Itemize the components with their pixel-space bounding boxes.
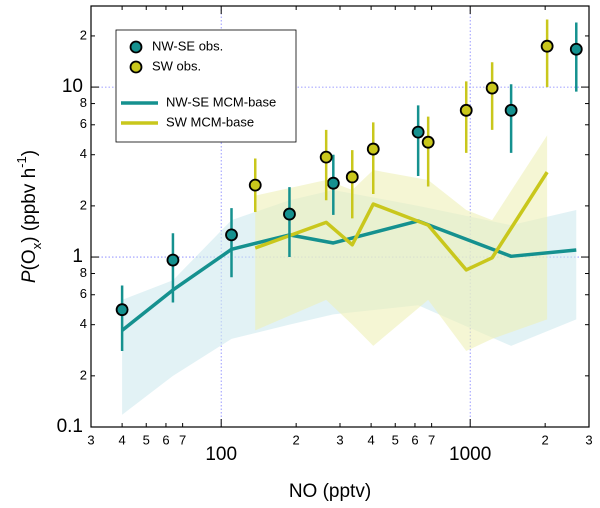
data-point [166,253,180,267]
data-point [366,142,380,156]
y-tick-label: 2 [80,197,87,212]
x-tick-label: 3 [585,432,592,447]
legend-label: SW MCM-base [166,114,254,129]
y-axis-label-part: (O [19,249,40,270]
y-tick-label: 8 [80,95,87,110]
x-tick-label: 1000 [449,444,491,465]
x-tick-label: 3 [87,432,94,447]
y-axis-label-part: ) [19,150,40,156]
legend-label: NW-SE obs. [152,38,223,53]
y-axis-label-part: -1 [14,156,29,168]
x-tick-label: 5 [143,432,150,447]
y-axis-label-part: P [19,270,40,283]
data-point [225,228,238,242]
data-point [326,176,340,190]
y-tick-label: 6 [80,116,87,131]
legend-marker [129,40,143,54]
data-point [504,103,518,117]
y-tick-label: 8 [80,265,87,280]
y-axis-label-part: ) (ppbv h [19,168,40,243]
data-point [283,207,296,221]
y-axis-label-part: x [29,242,44,249]
y-tick-label: 2 [80,367,87,382]
x-axis-label: NO (pptv) [289,481,371,502]
data-point [569,42,583,56]
data-point [459,103,473,117]
x-tick-label: 7 [179,432,186,447]
legend-label: NW-SE MCM-base [166,94,276,109]
data-point [540,39,554,53]
data-point [345,170,359,184]
y-tick-label: 2 [80,27,87,42]
y-tick-label: 0.1 [57,416,83,437]
data-point [411,125,425,139]
x-tick-label: 6 [162,432,169,447]
x-tick-label: 2 [293,432,300,447]
model-line [254,171,549,272]
uncertainty-band [255,135,548,352]
data-point [421,135,435,149]
x-tick-label: 4 [118,432,125,447]
y-tick-label: 10 [62,76,83,97]
y-tick-label: 4 [80,316,87,331]
y-tick-label: 4 [80,146,87,161]
y-tick-label: 1 [72,246,83,267]
data-point [115,303,129,317]
legend-marker [129,60,143,74]
y-axis-label: P(Ox) (ppbv h-1) [14,150,44,283]
x-tick-label: 4 [367,432,374,447]
data-point [485,81,499,95]
x-tick-label: 100 [205,444,237,465]
legend-label: SW obs. [152,58,201,73]
x-tick-label: 5 [392,432,399,447]
data-point [319,150,333,164]
x-tick-label: 6 [411,432,418,447]
x-tick-label: 7 [428,432,435,447]
x-tick-label: 2 [542,432,549,447]
data-point [248,178,262,192]
x-tick-label: 3 [336,432,343,447]
y-tick-label: 6 [80,286,87,301]
